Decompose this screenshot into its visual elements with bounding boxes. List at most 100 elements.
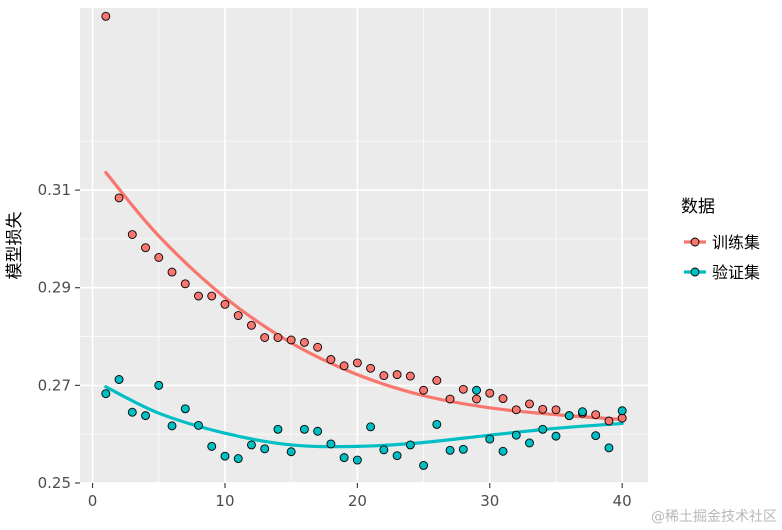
data-point (405, 440, 415, 450)
data-point (127, 230, 137, 239)
data-point (445, 445, 455, 455)
smooth-lines (104, 170, 624, 449)
data-point (326, 439, 336, 449)
data-point (247, 440, 256, 450)
x-tick-label: 20 (348, 492, 367, 510)
data-point (498, 394, 508, 403)
data-point (538, 404, 548, 414)
data-point (604, 443, 614, 453)
data-point (207, 291, 217, 301)
data-point (591, 410, 601, 420)
data-point (379, 371, 389, 381)
data-point (233, 454, 243, 464)
legend-label: 训练集 (712, 233, 760, 252)
data-point (366, 422, 376, 432)
data-point (352, 455, 362, 465)
x-axis-ticks: 0 10 20 30 40 (88, 483, 632, 510)
data-point (432, 376, 442, 385)
data-point (392, 451, 402, 461)
data-point (525, 399, 534, 409)
data-point (101, 11, 111, 21)
data-point (273, 424, 283, 434)
data-point (313, 342, 323, 352)
major-gridlines (80, 8, 648, 484)
data-point (339, 361, 349, 371)
data-point (405, 371, 415, 381)
data-point (299, 337, 309, 347)
data-point (220, 451, 230, 461)
data-point (432, 419, 442, 429)
data-point (154, 380, 164, 390)
data-point (472, 394, 481, 404)
x-tick-label: 0 (88, 492, 98, 510)
data-point (578, 407, 587, 417)
y-tick-label: 0.31 (38, 181, 71, 199)
data-point (154, 253, 164, 262)
y-tick-label: 0.29 (38, 279, 71, 297)
y-tick-label: 0.25 (38, 474, 71, 492)
data-point (564, 411, 574, 421)
data-point (617, 413, 627, 423)
y-axis-ticks: 0.25 0.27 0.29 0.31 (38, 181, 80, 492)
data-point (551, 431, 561, 441)
y-tick-label: 0.27 (38, 376, 71, 394)
data-point (617, 406, 627, 416)
data-point (419, 460, 429, 470)
data-point (591, 431, 601, 441)
data-point (207, 441, 217, 451)
data-point (141, 411, 150, 421)
minor-gridlines (80, 8, 648, 483)
data-point (127, 407, 137, 417)
data-point (485, 388, 495, 398)
data-point (141, 243, 150, 253)
data-point (247, 320, 256, 330)
data-point (538, 424, 548, 434)
data-point (511, 405, 521, 415)
data-point (220, 299, 230, 309)
data-point (194, 420, 203, 430)
smooth-line (104, 385, 624, 449)
legend-key-point (690, 267, 700, 277)
data-point (233, 311, 243, 321)
legend-key-point (690, 237, 700, 247)
data-point (498, 446, 508, 456)
smooth-line (104, 170, 624, 422)
data-point (260, 333, 270, 342)
data-point (313, 426, 323, 436)
data-point (114, 193, 124, 203)
data-point (167, 267, 177, 277)
data-point (180, 404, 190, 414)
data-point (472, 385, 481, 395)
data-point (167, 421, 177, 431)
data-point (511, 430, 521, 440)
x-tick-label: 10 (215, 492, 234, 510)
data-point (366, 363, 376, 373)
legend-label: 验证集 (712, 263, 760, 282)
data-point (326, 355, 336, 364)
data-point (458, 444, 468, 454)
data-point (286, 335, 296, 345)
legend-title: 数据 (681, 197, 715, 217)
data-point (419, 385, 429, 395)
x-tick-label: 30 (480, 492, 499, 510)
data-point (392, 370, 402, 380)
data-point (114, 375, 124, 384)
x-tick-label: 40 (613, 492, 632, 510)
data-point (379, 445, 389, 455)
data-point (339, 453, 349, 463)
data-point (352, 358, 362, 368)
data-point (604, 416, 614, 426)
data-point (194, 291, 203, 301)
data-point (180, 279, 190, 289)
data-point (299, 424, 309, 434)
data-point (260, 444, 270, 454)
data-point (525, 438, 534, 448)
data-point (445, 394, 455, 404)
data-point (485, 434, 495, 444)
data-point (551, 405, 561, 415)
data-point (286, 447, 296, 457)
plot-panel (80, 8, 648, 483)
data-point (273, 333, 283, 342)
